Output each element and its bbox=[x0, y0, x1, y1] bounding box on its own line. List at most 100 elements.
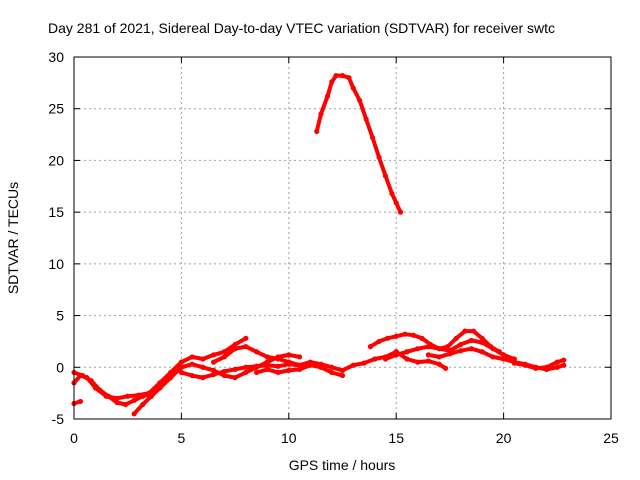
data-point bbox=[554, 359, 560, 365]
data-point bbox=[243, 335, 249, 341]
data-point bbox=[264, 354, 270, 360]
data-point bbox=[148, 393, 154, 399]
data-point bbox=[296, 354, 303, 360]
series-arc-7 bbox=[314, 73, 404, 215]
data-point bbox=[221, 368, 227, 375]
data-point bbox=[425, 344, 432, 350]
data-point bbox=[253, 369, 260, 376]
data-point bbox=[425, 358, 432, 364]
data-point bbox=[479, 335, 485, 341]
data-point bbox=[382, 173, 389, 179]
y-tick-label: 10 bbox=[48, 256, 64, 272]
data-point bbox=[286, 367, 292, 373]
data-point bbox=[363, 116, 369, 122]
data-point bbox=[286, 352, 292, 358]
data-point bbox=[436, 354, 442, 360]
data-point bbox=[318, 364, 324, 370]
data-point bbox=[533, 365, 539, 371]
data-point bbox=[221, 349, 227, 355]
data-point bbox=[468, 337, 474, 343]
data-point bbox=[264, 366, 270, 372]
x-tick-label: 20 bbox=[496, 430, 512, 446]
data-point bbox=[361, 360, 367, 366]
data-point bbox=[232, 341, 238, 348]
data-point bbox=[253, 363, 260, 369]
data-point bbox=[339, 367, 346, 373]
data-point bbox=[211, 359, 217, 365]
data-point bbox=[458, 348, 464, 354]
data-point bbox=[275, 356, 281, 362]
data-point bbox=[243, 364, 249, 370]
data-point bbox=[385, 335, 391, 341]
data-point bbox=[346, 75, 352, 81]
data-point bbox=[324, 93, 331, 99]
data-point bbox=[462, 328, 468, 334]
data-point bbox=[221, 372, 227, 379]
series-line bbox=[72, 370, 154, 407]
data-point bbox=[314, 128, 320, 135]
series-arc-13 bbox=[71, 398, 84, 407]
data-point bbox=[372, 356, 378, 362]
data-point bbox=[131, 397, 137, 403]
data-point bbox=[339, 73, 346, 79]
y-tick-label: 20 bbox=[48, 152, 64, 168]
data-point bbox=[286, 359, 292, 365]
data-point bbox=[357, 97, 363, 104]
series-arc-6 bbox=[253, 362, 346, 379]
data-point bbox=[554, 364, 560, 370]
x-tick-label: 5 bbox=[178, 430, 186, 446]
y-tick-labels: -5 0 5 10 15 20 25 30 bbox=[48, 49, 64, 427]
data-point bbox=[419, 335, 425, 341]
data-point bbox=[543, 364, 550, 370]
data-point bbox=[79, 372, 86, 379]
data-point bbox=[511, 360, 517, 366]
data-point bbox=[369, 135, 376, 141]
y-tick-label: -5 bbox=[52, 411, 65, 427]
data-point bbox=[470, 328, 477, 334]
data-point bbox=[522, 362, 528, 368]
series-arc-10 bbox=[393, 349, 449, 371]
data-point bbox=[561, 357, 567, 363]
data-point bbox=[350, 362, 356, 368]
y-tick-label: 5 bbox=[56, 308, 64, 324]
data-point bbox=[382, 356, 389, 362]
data-point bbox=[97, 387, 103, 393]
data-point bbox=[443, 365, 449, 371]
x-tick-label: 0 bbox=[70, 430, 78, 446]
data-point bbox=[77, 398, 84, 405]
data-point bbox=[561, 362, 567, 368]
data-point bbox=[122, 401, 129, 408]
series-arc-12 bbox=[511, 357, 567, 371]
data-point bbox=[397, 209, 404, 215]
data-point bbox=[243, 369, 249, 376]
data-point bbox=[296, 366, 303, 372]
data-point bbox=[157, 385, 163, 391]
data-point bbox=[402, 331, 408, 337]
data-point bbox=[88, 378, 94, 384]
series-line bbox=[314, 73, 403, 215]
data-point bbox=[447, 351, 453, 357]
data-point bbox=[501, 356, 507, 362]
data-point bbox=[479, 339, 485, 346]
data-point bbox=[211, 371, 217, 378]
data-point bbox=[296, 362, 303, 368]
data-point bbox=[410, 332, 416, 338]
data-point bbox=[178, 369, 184, 376]
data-point bbox=[264, 362, 270, 368]
data-point bbox=[436, 346, 442, 352]
data-point bbox=[221, 354, 227, 360]
data-point bbox=[275, 363, 281, 369]
data-point bbox=[415, 346, 421, 352]
data-point bbox=[189, 372, 195, 379]
data-point bbox=[376, 338, 382, 345]
data-point bbox=[490, 346, 496, 352]
x-tick-labels: 0 5 10 15 20 25 bbox=[70, 430, 619, 446]
data-point bbox=[376, 154, 382, 160]
data-point bbox=[200, 375, 206, 381]
x-tick-label: 25 bbox=[603, 430, 619, 446]
chart-title: Day 281 of 2021, Sidereal Day-to-day VTE… bbox=[48, 20, 555, 36]
data-point bbox=[131, 411, 137, 417]
data-point bbox=[350, 85, 356, 91]
data-point bbox=[178, 359, 184, 365]
